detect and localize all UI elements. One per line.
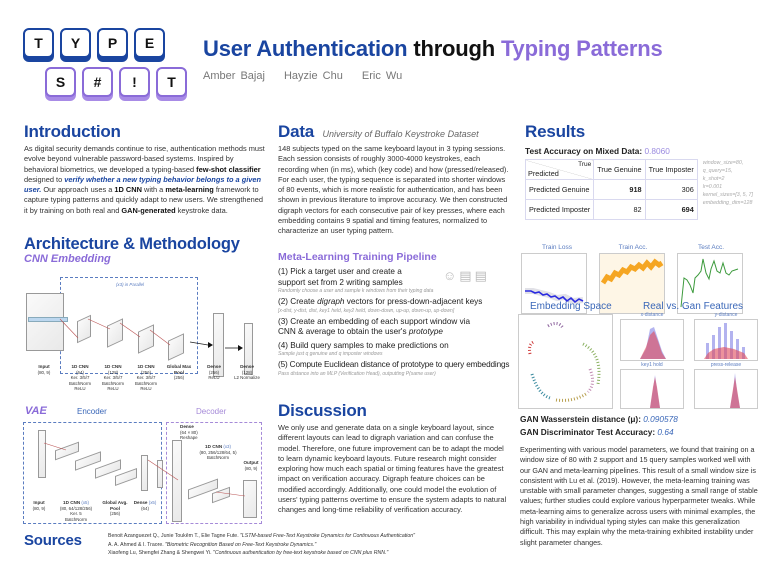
pipeline-heading: Meta-Learning Training Pipeline (278, 251, 437, 263)
logo-key: P (97, 28, 128, 58)
logo-key: T (23, 28, 54, 58)
scroll-icon: ▤ (459, 268, 475, 283)
decoder-label: Decoder (196, 407, 227, 416)
vae-heading: VAE (25, 405, 47, 417)
title-part: Typing Patterns (500, 36, 663, 61)
title-part: through (413, 36, 496, 61)
discussion-heading: Discussion (278, 401, 367, 420)
pipeline-step: (2) Create digraph vectors for press-dow… (278, 297, 483, 314)
logo-key: Y (60, 28, 91, 58)
discussion-section: Discussion We only use and generate data… (278, 401, 510, 516)
parallel-note: (x3) in Parallel (115, 282, 145, 287)
input-cube (26, 293, 64, 351)
plot-title: Train Loss (541, 244, 573, 251)
pipeline-step: (5) Compute Euclidean distance of protot… (278, 360, 510, 377)
logo-key: S (45, 67, 76, 97)
author: Hayzie Chu (283, 70, 343, 82)
cnn-layer-labels: Input (80, 9) 1D CNN (64) Ker. 3/5/7 BatchNo… (37, 364, 260, 392)
pipeline-icons: ☺▤▤ (443, 268, 490, 284)
results-text: Experimenting with various model paramet… (520, 445, 758, 547)
accuracy-value: 0.8060 (644, 146, 670, 156)
plot-title: Test Acc. (697, 244, 724, 251)
logo-key: T (156, 67, 187, 97)
introduction-heading: Introduction (24, 122, 121, 141)
accuracy-line: Test Accuracy on Mixed Data: 0.8060 (525, 146, 670, 156)
embedding-title: Embedding Space (530, 301, 612, 312)
scroll-icon: ▤ (474, 268, 490, 283)
histogram-y-distance (694, 319, 758, 361)
train-acc-plot (599, 253, 665, 314)
corner-cell: True Predicted (524, 159, 595, 180)
histogram-grid: x-distance y-distance key1 hold press-re… (616, 312, 762, 410)
source-item: Xiaofeng Lu, Shengfei Zhang & Shengwei Y… (108, 550, 389, 556)
test-acc-plot (677, 253, 743, 314)
introduction-text: As digital security demands continue to … (24, 144, 265, 215)
source-item: Benoit Azanguezet Q., Junie Toukêm T., E… (108, 533, 415, 539)
histogram-x-distance (620, 319, 684, 361)
gan-metrics: GAN Wasserstein distance (μ): 0.090578 G… (520, 414, 760, 548)
logo-key: E (134, 28, 165, 58)
author: Eric Wu (361, 70, 403, 82)
histogram-key-hold (620, 369, 684, 409)
results-section: Results Test Accuracy on Mixed Data: 0.8… (524, 122, 761, 220)
sources-list: Benoit Azanguezet Q., Junie Toukêm T., E… (108, 532, 498, 558)
data-text: 148 subjects typed on the same keyboard … (278, 144, 509, 236)
title-part: User Authentication (203, 36, 408, 61)
pipeline-step: (4) Build query samples to make predicti… (278, 340, 449, 358)
confusion-matrix: True Predicted True Genuine True Imposte… (524, 159, 698, 220)
decoder-box (166, 422, 262, 524)
data-section: Data University of Buffalo Keystroke Dat… (278, 122, 510, 237)
data-heading: Data (278, 122, 315, 141)
dense-slab (213, 313, 224, 377)
encoder-label: Encoder (77, 407, 107, 416)
results-heading: Results (525, 122, 586, 141)
cnn-diagram: (x3) in Parallel (20, 275, 270, 377)
hyperparameters: window_size=80, q_query=15, k_shot=2 lr=0.0… (702, 160, 753, 206)
logo: T Y P E S # ! T (0, 0, 200, 110)
table-row: Predicted Imposter 82 694 (524, 199, 698, 220)
dense-slab (244, 323, 253, 375)
discussion-text: We only use and generate data on a singl… (278, 423, 507, 515)
pipeline-step: (1) Pick a target user and create a supp… (278, 267, 434, 294)
logo-key: ! (119, 67, 150, 97)
introduction-section: Introduction As digital security demands… (24, 122, 266, 216)
discriminator-line: GAN Discriminator Test Accuracy: 0.64 (520, 427, 674, 437)
vae-diagram: Input (80, 9) 1D CNN (x5) (80, 64/128/256)… (20, 420, 270, 526)
page-title: User Authentication through Typing Patte… (203, 36, 663, 62)
embedding-scatter (518, 314, 613, 409)
architecture-heading: Architecture & Methodology (24, 235, 240, 253)
connection-lines (59, 318, 243, 351)
user-icon: ☺ (443, 268, 460, 283)
logo-key: # (82, 67, 113, 97)
pipeline-step: (3) Create an embedding of each support … (278, 316, 471, 337)
source-item: A. A. Ahmed & I. Traore. "Biometric Reco… (108, 541, 317, 548)
gan-title: Real vs. Gan Features (643, 301, 744, 312)
wasserstein-line: GAN Wasserstein distance (μ): 0.090578 (520, 414, 678, 424)
author: Amber Bajaj (203, 70, 265, 82)
train-loss-plot (521, 253, 587, 314)
embedding-plots: Embedding Space Real vs. Gan Features x-… (515, 300, 764, 412)
plot-title: Train Acc. (618, 244, 648, 251)
histogram-press-release (694, 369, 758, 409)
training-plots: Train Loss Train Acc. Test Acc. (515, 244, 764, 314)
pipeline-section: Meta-Learning Training Pipeline ☺▤▤ (1) … (278, 251, 510, 378)
author-list: Amber Bajaj Hayzie Chu Eric Wu (203, 70, 416, 82)
table-row: Predicted Genuine 918 306 (524, 179, 698, 200)
cnn-embedding-heading: CNN Embedding (24, 253, 111, 265)
architecture-section: Architecture & Methodology CNN Embedding (24, 235, 274, 525)
sources-heading: Sources (24, 532, 82, 549)
data-subheading: University of Buffalo Keystroke Dataset (322, 129, 479, 139)
